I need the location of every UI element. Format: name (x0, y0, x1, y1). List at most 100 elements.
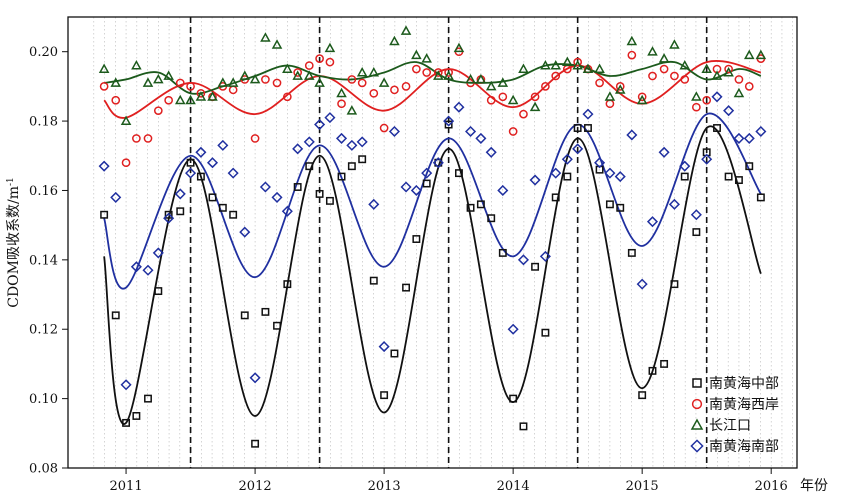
marker-diamond (324, 112, 336, 124)
marker-diamond (110, 191, 122, 203)
legend-label: 南黄海西岸 (709, 396, 779, 413)
marker-square (412, 235, 421, 243)
marker-circle (357, 78, 367, 88)
marker-square (692, 228, 701, 237)
marker-circle (422, 68, 432, 77)
marker-triangle (647, 46, 658, 56)
marker-circle (486, 95, 496, 105)
marker-triangle (507, 94, 519, 105)
marker-square (347, 162, 356, 171)
marker-square (390, 349, 399, 358)
marker-triangle (550, 60, 561, 70)
marker-square (573, 124, 582, 132)
marker-circle (390, 85, 399, 95)
marker-diamond (679, 160, 691, 172)
marker-diamond (711, 91, 723, 103)
marker-triangle (518, 63, 529, 73)
marker-diamond (174, 188, 186, 200)
marker-square (551, 193, 560, 202)
marker-diamond (421, 167, 433, 179)
marker-triangle (582, 63, 594, 73)
marker-diamond (346, 139, 358, 151)
marker-circle (573, 57, 583, 67)
marker-diamond (517, 254, 530, 266)
marker-diamond (723, 105, 735, 117)
legend-label: 长江口 (709, 418, 751, 434)
marker-circle (337, 99, 346, 109)
marker-circle (369, 88, 379, 98)
marker-triangle (529, 101, 541, 112)
marker-triangle (701, 63, 712, 73)
y-tick-label: 0.14 (29, 253, 58, 268)
marker-triangle (723, 66, 734, 77)
x-tick-label: 2011 (110, 479, 143, 494)
marker-square (196, 172, 205, 181)
marker-diamond (443, 115, 455, 127)
marker-circle (261, 75, 270, 84)
marker-diamond (572, 143, 584, 155)
plot-frame (67, 16, 798, 469)
marker-diamond (410, 184, 422, 197)
marker-circle (272, 78, 282, 88)
marker-diamond (98, 160, 110, 172)
marker-square (531, 262, 540, 271)
marker-triangle (249, 73, 261, 84)
marker-circle (519, 109, 528, 119)
y-tick-label: 0.18 (29, 115, 58, 130)
marker-square (369, 276, 378, 285)
marker-triangle (540, 60, 551, 70)
marker-circle (595, 78, 604, 88)
marker-square (283, 280, 292, 289)
marker-triangle (711, 70, 723, 80)
marker-square (476, 200, 485, 209)
marker-triangle (153, 73, 164, 84)
marker-circle (250, 134, 260, 143)
x-tick-label: 2015 (626, 479, 659, 494)
y-axis-title-superscript: -1 (6, 177, 16, 186)
marker-diamond (743, 132, 755, 144)
marker-diamond (152, 247, 164, 259)
marker-square (422, 179, 431, 188)
y-tick-label: 0.08 (29, 462, 58, 477)
marker-diamond (142, 264, 154, 276)
marker-circle (637, 92, 647, 102)
marker-triangle (185, 94, 196, 105)
marker-triangle (292, 70, 303, 80)
marker-square (186, 158, 195, 167)
marker-diamond (195, 146, 207, 158)
marker-triangle (604, 91, 616, 101)
marker-triangle (614, 84, 626, 94)
marker-circle (304, 61, 314, 70)
marker-triangle (346, 105, 358, 115)
marker-square (325, 196, 334, 205)
marker-circle (196, 88, 206, 98)
marker-diamond (465, 125, 477, 138)
marker-diamond (217, 139, 229, 151)
marker-circle (648, 71, 657, 81)
marker-diamond (271, 191, 283, 203)
marker-diamond (636, 278, 648, 290)
marker-circle (143, 134, 153, 143)
marker-diamond (701, 153, 713, 165)
marker-square (680, 172, 689, 181)
marker-triangle (142, 77, 154, 87)
marker-triangle (282, 63, 293, 73)
marker-square (111, 311, 120, 320)
y-tick-label: 0.10 (29, 392, 58, 407)
marker-triangle (443, 70, 454, 80)
series-3-points (98, 91, 767, 391)
marker-diamond (120, 379, 132, 391)
marker-square (154, 287, 163, 296)
marker-triangle (389, 35, 400, 46)
marker-diamond (303, 136, 315, 148)
x-tick-label: 2016 (755, 479, 788, 494)
marker-circle (186, 82, 195, 91)
series-1-points (99, 47, 766, 168)
marker-triangle (690, 418, 704, 430)
marker-circle (724, 64, 733, 74)
marker-triangle (227, 77, 239, 87)
marker-diamond (335, 132, 348, 144)
marker-diamond (292, 143, 304, 155)
marker-circle (744, 82, 754, 91)
marker-diamond (239, 226, 251, 238)
